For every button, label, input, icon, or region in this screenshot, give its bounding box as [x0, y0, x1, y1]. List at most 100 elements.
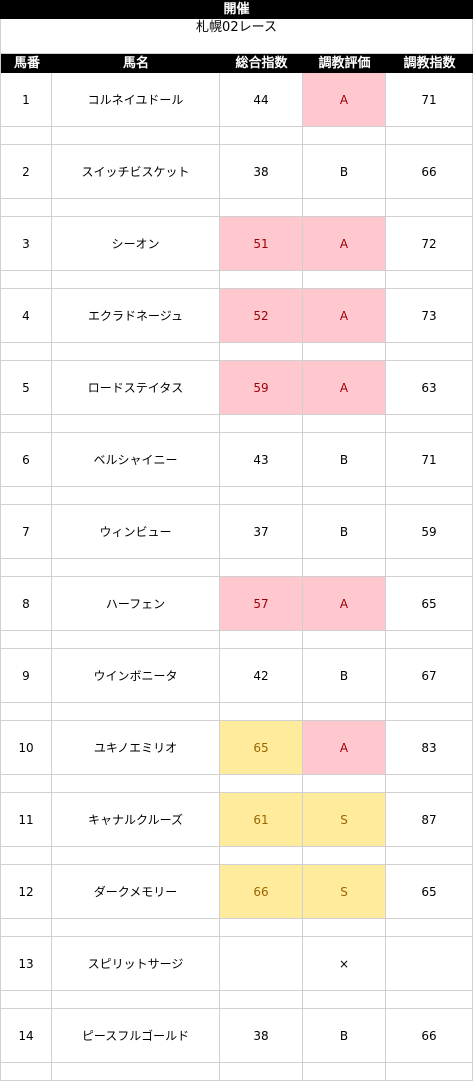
spacer-cell [386, 127, 473, 145]
spacer-cell [303, 271, 386, 289]
cell-horse-name: ウインボニータ [52, 649, 220, 703]
cell-training-index: 59 [386, 505, 473, 559]
spacer-cell [0, 199, 52, 217]
spacer-cell [52, 919, 220, 937]
spacer-cell [0, 415, 52, 433]
spacer-cell [220, 991, 303, 1009]
spacer-cell [303, 631, 386, 649]
col-header-horse-name: 馬名 [52, 54, 220, 73]
spacer-cell [303, 415, 386, 433]
spacer-cell [0, 1063, 52, 1081]
cell-horse-number: 6 [0, 433, 52, 487]
spacer-cell [52, 415, 220, 433]
spacer-cell [386, 199, 473, 217]
spacer-cell [220, 703, 303, 721]
col-header-total-index: 総合指数 [220, 54, 303, 73]
cell-total-index: 57 [220, 577, 303, 631]
cell-horse-number: 1 [0, 73, 52, 127]
cell-training-index: 72 [386, 217, 473, 271]
spacer-cell [386, 271, 473, 289]
cell-total-index: 44 [220, 73, 303, 127]
spacer-cell [0, 703, 52, 721]
cell-horse-number: 7 [0, 505, 52, 559]
cell-total-index: 52 [220, 289, 303, 343]
cell-training-grade: B [303, 505, 386, 559]
cell-training-grade: B [303, 649, 386, 703]
cell-total-index: 43 [220, 433, 303, 487]
cell-total-index: 59 [220, 361, 303, 415]
spacer-cell [303, 559, 386, 577]
cell-training-grade: S [303, 793, 386, 847]
cell-total-index: 65 [220, 721, 303, 775]
spacer-cell [0, 919, 52, 937]
cell-training-index [386, 937, 473, 991]
spacer-cell [386, 1063, 473, 1081]
spacer-cell [303, 199, 386, 217]
spacer-cell [0, 631, 52, 649]
spacer-cell [220, 559, 303, 577]
spacer-cell [0, 847, 52, 865]
spacer-cell [0, 559, 52, 577]
spacer-cell [220, 343, 303, 361]
spacer-cell [52, 1063, 220, 1081]
cell-training-grade: S [303, 865, 386, 919]
spacer-cell [52, 271, 220, 289]
sheet-title: 開催 [0, 0, 473, 19]
cell-training-grade: A [303, 721, 386, 775]
cell-training-index: 73 [386, 289, 473, 343]
cell-training-grade: B [303, 145, 386, 199]
spacer-cell [386, 343, 473, 361]
cell-horse-name: スイッチビスケット [52, 145, 220, 199]
cell-horse-name: エクラドネージュ [52, 289, 220, 343]
spacer-cell [386, 847, 473, 865]
cell-horse-number: 5 [0, 361, 52, 415]
spacer-cell [303, 991, 386, 1009]
cell-total-index: 38 [220, 145, 303, 199]
cell-training-grade: A [303, 577, 386, 631]
cell-training-grade: A [303, 289, 386, 343]
cell-horse-number: 10 [0, 721, 52, 775]
cell-horse-number: 12 [0, 865, 52, 919]
cell-horse-number: 2 [0, 145, 52, 199]
cell-training-index: 66 [386, 1009, 473, 1063]
cell-training-grade: B [303, 433, 386, 487]
blank-row [0, 37, 473, 54]
cell-horse-name: ピースフルゴールド [52, 1009, 220, 1063]
cell-horse-name: ハーフェン [52, 577, 220, 631]
cell-total-index: 51 [220, 217, 303, 271]
spacer-cell [386, 703, 473, 721]
cell-total-index: 61 [220, 793, 303, 847]
spacer-cell [52, 775, 220, 793]
cell-training-index: 65 [386, 865, 473, 919]
spacer-cell [52, 199, 220, 217]
spacer-cell [0, 775, 52, 793]
spacer-cell [220, 415, 303, 433]
col-header-number: 馬番 [0, 54, 53, 73]
spacer-cell [386, 415, 473, 433]
race-name: 札幌02レース [0, 19, 473, 37]
cell-total-index: 42 [220, 649, 303, 703]
spacer-cell [386, 991, 473, 1009]
cell-training-grade: A [303, 217, 386, 271]
cell-horse-name: ダークメモリー [52, 865, 220, 919]
cell-horse-name: シーオン [52, 217, 220, 271]
cell-horse-number: 13 [0, 937, 52, 991]
cell-horse-name: ベルシャイニー [52, 433, 220, 487]
spacer-cell [52, 487, 220, 505]
spacer-cell [303, 343, 386, 361]
spacer-cell [52, 343, 220, 361]
cell-horse-name: スピリットサージ [52, 937, 220, 991]
cell-horse-number: 3 [0, 217, 52, 271]
spacer-cell [52, 991, 220, 1009]
col-header-training-index: 調教指数 [386, 54, 473, 73]
cell-horse-number: 14 [0, 1009, 52, 1063]
spacer-cell [220, 127, 303, 145]
spacer-cell [386, 919, 473, 937]
spacer-cell [303, 487, 386, 505]
cell-horse-name: ウィンビュー [52, 505, 220, 559]
spacer-cell [220, 271, 303, 289]
spacer-cell [386, 559, 473, 577]
spacer-cell [220, 919, 303, 937]
spacer-cell [220, 631, 303, 649]
spacer-cell [303, 775, 386, 793]
